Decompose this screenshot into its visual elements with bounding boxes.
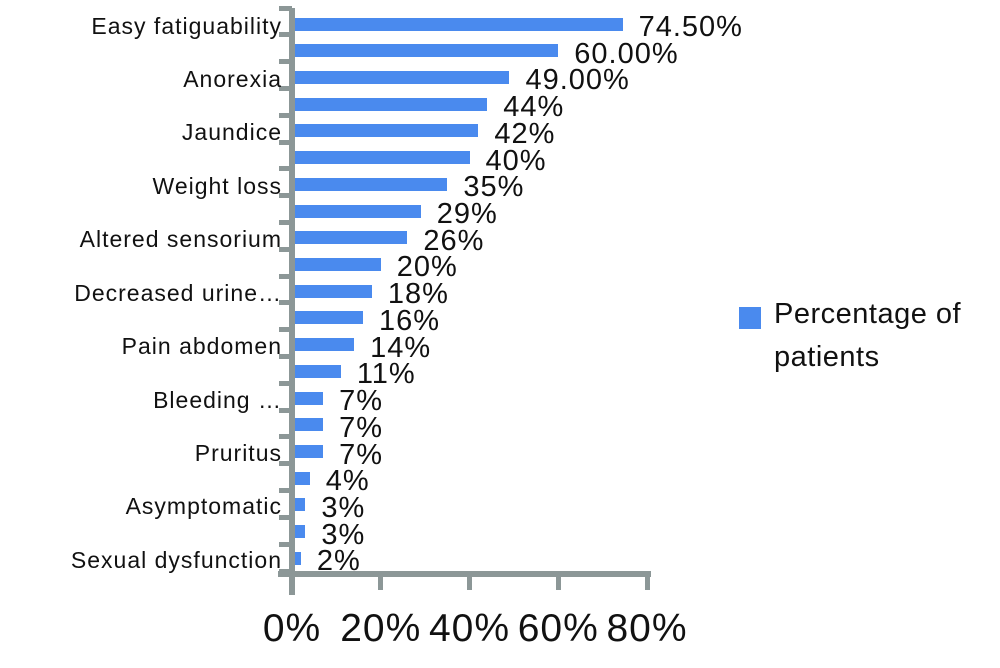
bar <box>294 551 301 565</box>
bar <box>294 231 408 245</box>
y-axis-tick <box>279 5 292 11</box>
bar <box>294 445 324 459</box>
bar-value-label: 14% <box>370 331 432 364</box>
bar-value-label: 16% <box>379 304 441 337</box>
y-axis-tick <box>279 434 292 440</box>
bar <box>294 204 421 218</box>
y-axis-tick <box>279 488 292 494</box>
x-axis-tick <box>378 577 384 590</box>
bar-value-label: 35% <box>463 171 525 204</box>
legend: Percentage of patients <box>738 293 988 379</box>
bar-value-label: 11% <box>356 358 416 391</box>
x-axis-tick-label: 40% <box>428 607 511 650</box>
category-label: Altered sensorium <box>79 226 282 253</box>
legend-swatch-icon <box>739 307 761 329</box>
category-label: Sexual dysfunction <box>70 546 282 573</box>
bar <box>294 418 324 432</box>
bar-value-label: 3% <box>321 518 366 551</box>
bar <box>294 124 479 138</box>
bar-value-label: 3% <box>321 491 366 524</box>
y-axis-tick <box>279 139 292 145</box>
bar-value-label: 44% <box>503 91 565 124</box>
category-label: Jaundice <box>181 119 282 146</box>
y-axis-tick <box>279 354 292 360</box>
bar <box>294 97 488 111</box>
bar <box>294 364 341 378</box>
y-axis-tick <box>279 380 292 386</box>
bar <box>294 257 381 271</box>
bar <box>294 151 470 165</box>
category-label: Bleeding … <box>153 386 282 413</box>
y-axis-tick <box>279 461 292 467</box>
bar-value-label: 29% <box>436 198 498 231</box>
category-label: Pain abdomen <box>121 333 282 360</box>
bar <box>294 44 559 58</box>
y-axis-line <box>289 8 295 595</box>
category-label: Asymptomatic <box>125 493 282 520</box>
bar <box>294 284 372 298</box>
bar <box>294 338 355 352</box>
bar-value-label: 42% <box>494 117 556 150</box>
y-axis-tick <box>279 59 292 65</box>
y-axis-tick <box>279 112 292 118</box>
y-axis-tick <box>279 541 292 547</box>
bar <box>294 311 363 325</box>
bar <box>294 471 310 485</box>
y-axis-tick <box>279 193 292 199</box>
x-axis-line <box>278 571 651 577</box>
bar-value-label: 60.00% <box>574 37 679 70</box>
bar-value-label: 49.00% <box>525 64 630 97</box>
y-axis-tick <box>279 300 292 306</box>
bar <box>294 498 306 512</box>
bar-value-label: 74.50% <box>638 11 743 43</box>
x-axis-tick <box>467 577 472 590</box>
category-label: Pruritus <box>194 440 282 467</box>
bar-value-label: 7% <box>339 385 383 418</box>
y-axis-tick <box>279 219 292 225</box>
y-axis-tick <box>279 514 292 520</box>
bar-value-label: 4% <box>325 465 370 498</box>
bar <box>294 17 623 31</box>
bar <box>294 177 448 191</box>
category-label: Anorexia <box>183 65 282 92</box>
category-label: Weight loss <box>152 172 282 199</box>
x-axis-tick-label: 0% <box>262 607 322 650</box>
category-label: Decreased urine… <box>74 279 282 306</box>
y-axis-tick <box>279 246 292 252</box>
bar <box>294 70 510 84</box>
x-axis-tick <box>644 577 650 590</box>
y-axis-tick <box>279 327 292 333</box>
bar-value-label: 20% <box>396 251 458 284</box>
legend-label: Percentage of patients <box>774 298 962 373</box>
y-axis-tick <box>279 407 292 413</box>
bar-value-label: 7% <box>339 438 383 471</box>
bar <box>294 391 324 405</box>
y-axis-tick <box>279 273 292 279</box>
category-label: Easy fatiguability <box>91 12 282 39</box>
x-axis-tick-label: 60% <box>517 607 599 650</box>
bar-value-label: 18% <box>387 278 449 311</box>
y-axis-tick <box>279 32 292 38</box>
bar-value-label: 26% <box>423 224 485 257</box>
x-axis-tick-label: 80% <box>606 607 688 650</box>
bar <box>294 525 306 539</box>
y-axis-tick <box>279 166 292 172</box>
x-axis-tick-label: 20% <box>340 607 422 650</box>
bar-value-label: 7% <box>339 411 383 444</box>
x-axis-tick <box>555 577 561 590</box>
y-axis-tick <box>279 85 292 91</box>
bar-value-label: 40% <box>485 144 547 177</box>
